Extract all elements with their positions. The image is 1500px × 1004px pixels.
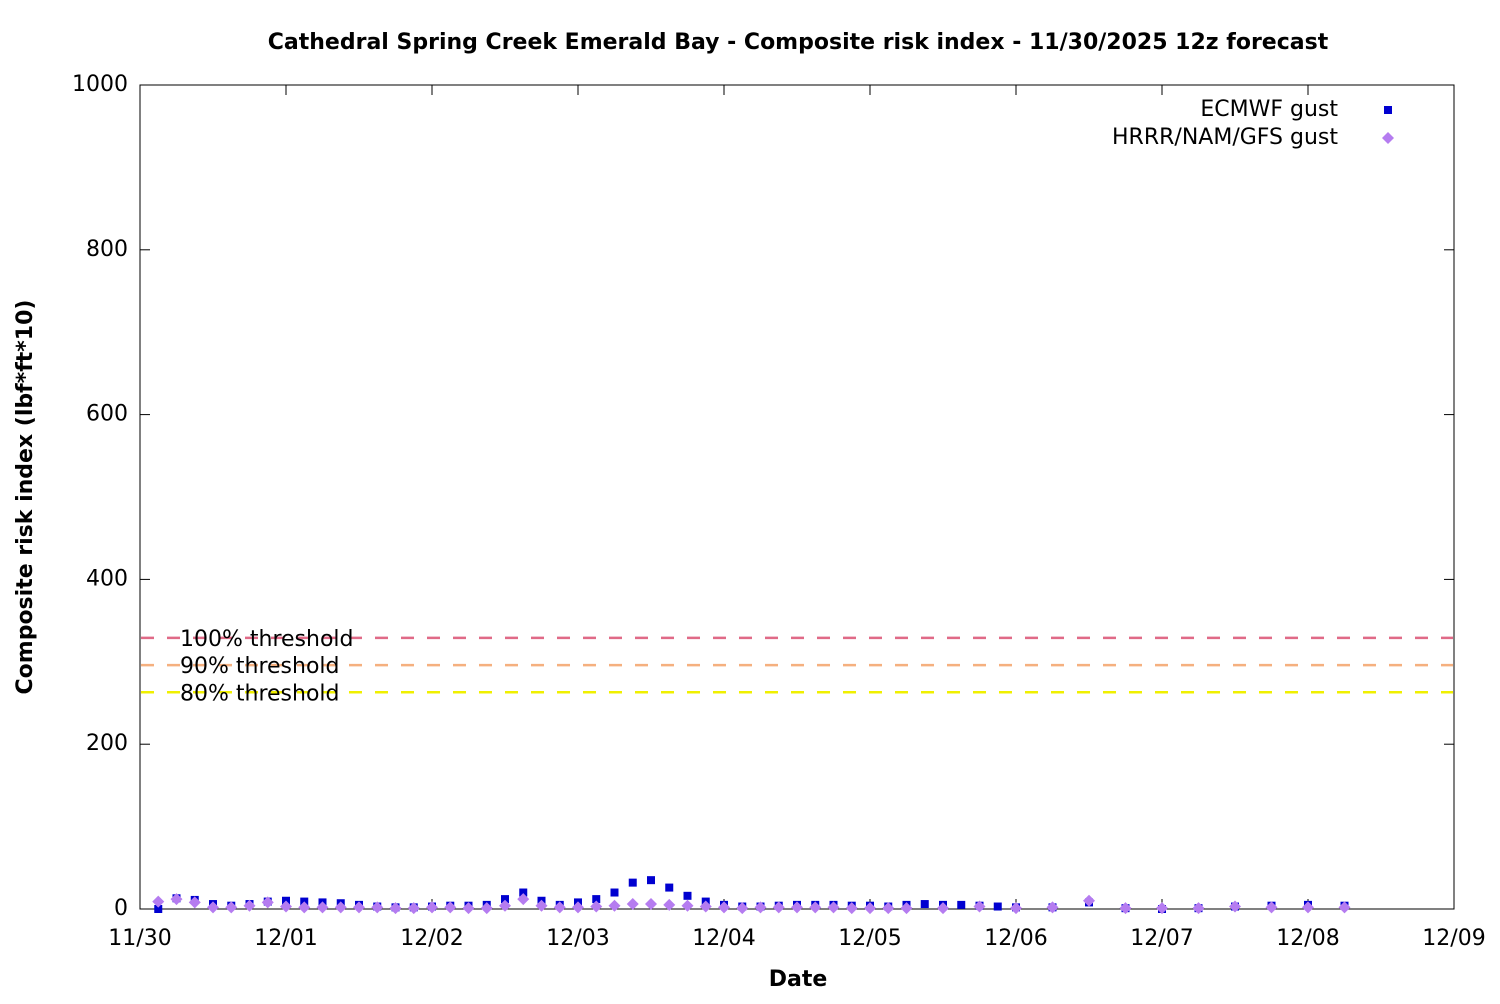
point (608, 899, 621, 912)
threshold-label: 80% threshold (180, 681, 340, 706)
point (1338, 901, 1351, 914)
point (663, 898, 676, 911)
legend-swatch (1382, 132, 1394, 144)
point (900, 902, 913, 915)
y-tick-label: 600 (86, 402, 128, 427)
point (188, 896, 201, 909)
y-tick-label: 0 (114, 896, 128, 921)
point (1265, 901, 1278, 914)
point (772, 901, 785, 914)
y-tick-label: 400 (86, 566, 128, 591)
point (1229, 900, 1241, 913)
legend-label: HRRR/NAM/GFS gust (1112, 125, 1338, 150)
point (1010, 902, 1022, 915)
x-tick-label: 12/06 (984, 926, 1047, 951)
point (499, 899, 511, 912)
point (1046, 901, 1059, 914)
x-axis-label: Date (769, 967, 828, 992)
point (535, 899, 548, 912)
point (207, 901, 219, 914)
point (407, 902, 420, 915)
threshold-label: 100% threshold (180, 627, 354, 652)
point (590, 900, 603, 913)
x-tick-label: 12/03 (546, 926, 609, 951)
point (501, 895, 509, 904)
point (1302, 901, 1314, 914)
point (973, 900, 986, 913)
legend-label: ECMWF gust (1200, 97, 1338, 122)
point (683, 891, 692, 900)
point (517, 893, 530, 906)
y-tick-label: 800 (86, 237, 128, 262)
point (592, 895, 601, 904)
point (665, 883, 674, 892)
point (957, 900, 966, 909)
point (993, 902, 1002, 911)
point (243, 899, 256, 912)
point (718, 901, 730, 914)
y-tick-label: 200 (86, 731, 128, 756)
point (152, 895, 165, 908)
point (754, 901, 767, 914)
plot-frame (139, 84, 1455, 910)
point (261, 896, 274, 909)
point (645, 898, 657, 911)
point (809, 901, 822, 914)
point (553, 901, 566, 914)
point (736, 902, 749, 915)
point (225, 901, 238, 914)
x-tick-label: 12/04 (692, 926, 755, 951)
point (572, 901, 584, 914)
point (1083, 894, 1095, 907)
point (371, 901, 384, 914)
point (937, 902, 949, 915)
x-tick-label: 12/01 (254, 926, 317, 951)
point (334, 901, 347, 914)
legend-swatch (1384, 106, 1392, 114)
point (864, 902, 876, 915)
point (681, 899, 694, 912)
y-tick-label: 1000 (72, 72, 128, 97)
point (882, 902, 895, 915)
x-tick-label: 12/02 (400, 926, 463, 951)
point (353, 901, 365, 914)
point (626, 898, 639, 911)
point (647, 876, 655, 885)
point (519, 888, 528, 897)
point (316, 901, 329, 914)
point (154, 905, 163, 913)
point (170, 893, 183, 906)
point (1156, 902, 1168, 915)
point (480, 902, 493, 915)
point (699, 900, 712, 913)
x-tick-label: 12/05 (838, 926, 901, 951)
point (845, 902, 858, 915)
chart-title: Cathedral Spring Creek Emerald Bay - Com… (268, 30, 1329, 55)
point (827, 901, 840, 914)
point (280, 900, 292, 913)
x-tick-label: 12/07 (1130, 926, 1193, 951)
point (1119, 902, 1132, 915)
point (1192, 902, 1205, 915)
point (791, 901, 803, 914)
point (920, 900, 929, 909)
x-tick-label: 12/08 (1276, 926, 1339, 951)
point (610, 888, 619, 897)
y-axis-label: Composite risk index (lbf*ft*10) (13, 300, 38, 695)
point (389, 902, 402, 915)
point (628, 878, 637, 887)
point (462, 902, 475, 915)
point (444, 901, 457, 914)
x-tick-label: 12/09 (1422, 926, 1485, 951)
threshold-label: 90% threshold (180, 654, 340, 679)
point (426, 901, 438, 914)
x-tick-label: 11/30 (108, 926, 171, 951)
point (298, 901, 311, 914)
